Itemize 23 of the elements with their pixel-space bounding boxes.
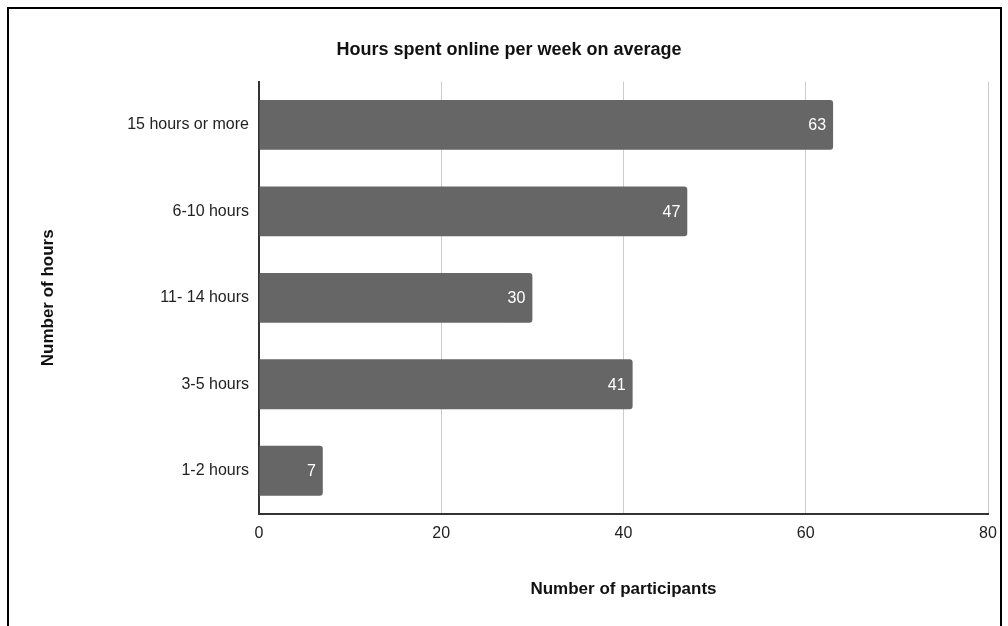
y-tick-label: 1-2 hours [181, 461, 249, 479]
y-tick-label: 15 hours or more [127, 115, 250, 133]
bar [259, 445, 323, 496]
data-label: 41 [607, 375, 626, 393]
x-tick-label: 20 [432, 524, 451, 542]
x-axis-title: Number of participants [530, 579, 717, 599]
x-tick-label: 40 [614, 524, 633, 542]
x-tick-label: 0 [254, 524, 264, 542]
data-label: 30 [507, 289, 526, 307]
y-tick-label: 3-5 hours [181, 374, 249, 392]
data-label: 7 [306, 462, 316, 480]
data-label: 47 [662, 202, 681, 220]
y-tick-label: 6-10 hours [172, 201, 249, 219]
chart-title: Hours spent online per week on average [336, 38, 682, 59]
bar [259, 359, 633, 410]
y-tick-label: 11- 14 hours [160, 288, 249, 306]
bar [259, 99, 834, 150]
bar [259, 186, 688, 237]
data-label: 63 [808, 116, 827, 134]
y-axis-title: Number of hours [37, 229, 57, 367]
bar [259, 272, 533, 323]
x-tick-label: 60 [796, 524, 815, 542]
x-tick-label: 80 [979, 524, 997, 542]
